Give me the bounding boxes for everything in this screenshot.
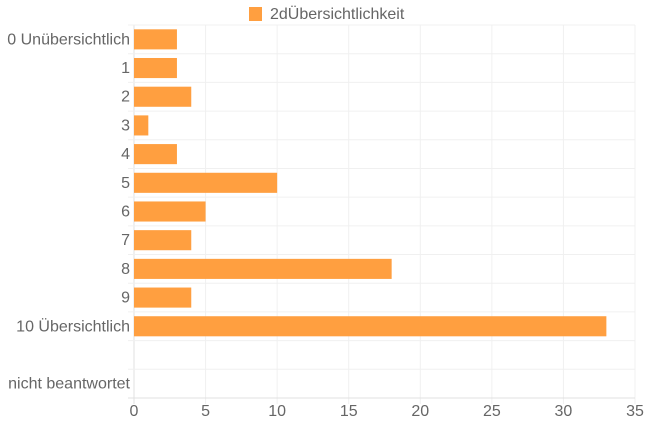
y-tick-label: 9	[121, 290, 130, 307]
bar	[134, 258, 392, 279]
bar	[134, 86, 192, 107]
y-tick-label: 2	[121, 89, 130, 106]
x-tick-label: 25	[483, 403, 501, 420]
x-tick-label: 0	[130, 403, 139, 420]
bar	[134, 287, 192, 308]
bar	[134, 29, 177, 50]
legend-swatch	[249, 7, 262, 21]
x-tick-label: 5	[201, 403, 210, 420]
x-tick-label: 20	[411, 403, 429, 420]
x-axis-labels: 0 5 10 15 20 25 30 35	[130, 403, 644, 420]
y-tick-label: 6	[121, 204, 130, 221]
grid	[128, 24, 636, 404]
legend-label: 2dÜbersichtlichkeit	[270, 5, 405, 23]
y-tick-label: 7	[121, 232, 130, 249]
y-tick-label: 0 Unübersichtlich	[7, 31, 130, 48]
x-tick-label: 10	[268, 403, 286, 420]
bar	[134, 57, 177, 79]
bar	[134, 230, 192, 251]
y-tick-label: 10 Übersichtlich	[16, 317, 130, 335]
y-axis-labels: 0 Unübersichtlich 1 2 3 4 5 6 7 8 9 10 Übersichtli…	[7, 31, 130, 392]
x-tick-label: 35	[626, 403, 644, 420]
y-tick-label: 3	[121, 117, 130, 134]
legend[interactable]: 2dÜbersichtlichkeit	[249, 5, 405, 23]
bar	[134, 201, 206, 222]
x-tick-label: 30	[555, 403, 573, 420]
bar	[134, 172, 278, 193]
y-tick-label: 5	[121, 175, 130, 192]
bars	[134, 29, 607, 337]
y-tick-label: 1	[121, 60, 130, 77]
x-tick-label: 15	[340, 403, 358, 420]
bar	[134, 316, 607, 337]
y-tick-label: 8	[121, 261, 130, 278]
y-tick-label: nicht beantwortet	[8, 376, 130, 393]
y-tick-label: 4	[121, 146, 130, 163]
bar	[134, 144, 177, 165]
bar	[134, 115, 149, 136]
